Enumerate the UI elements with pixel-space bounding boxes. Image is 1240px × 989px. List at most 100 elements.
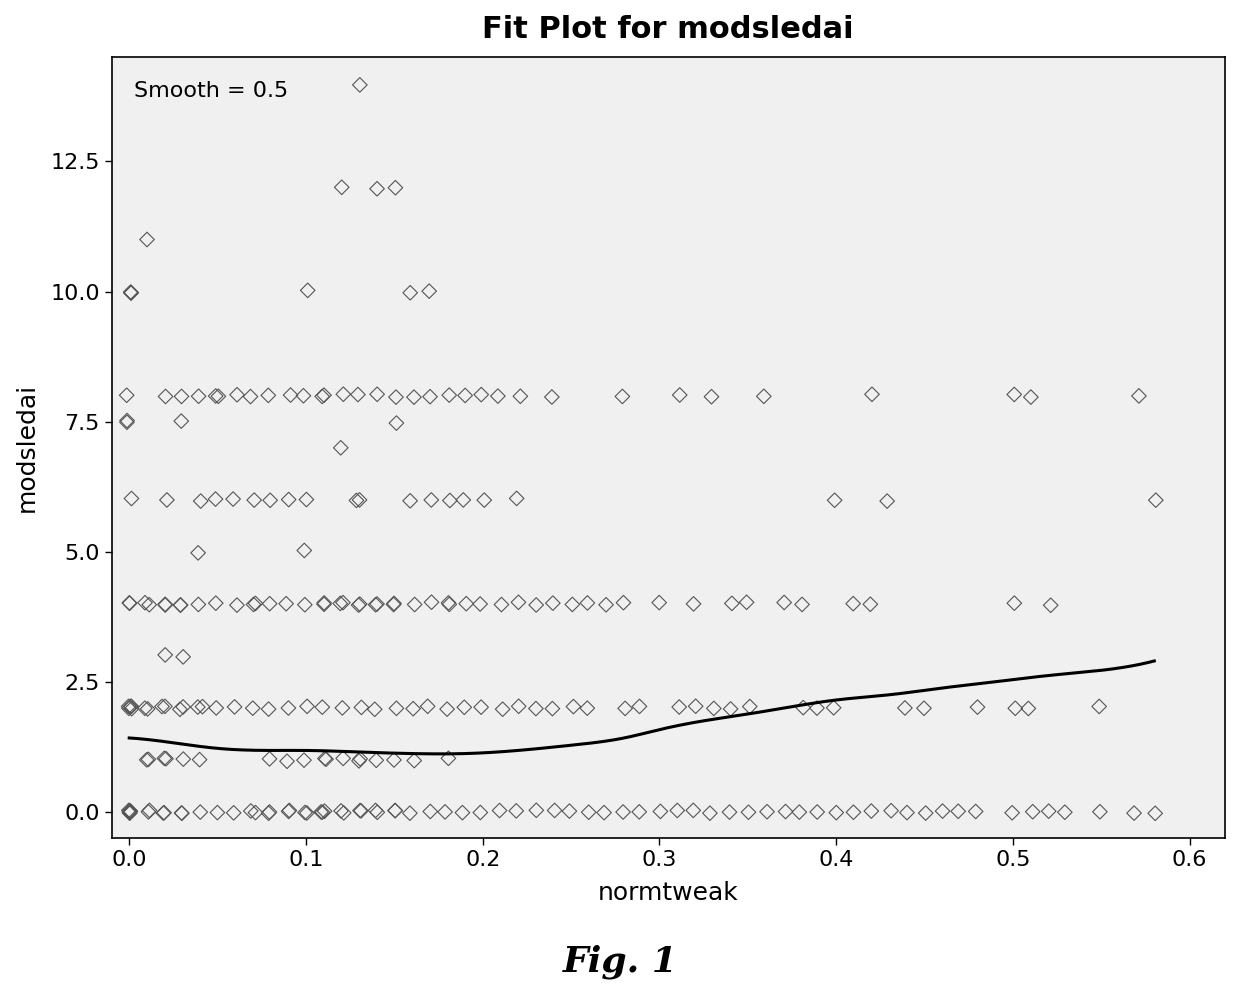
Point <box>420 803 440 819</box>
Point <box>807 700 827 716</box>
Point <box>492 701 512 717</box>
Point <box>794 699 813 715</box>
Point <box>471 699 491 715</box>
Point <box>208 389 228 405</box>
Point <box>119 595 139 611</box>
Point <box>315 751 335 766</box>
Point <box>138 231 157 247</box>
Point <box>758 804 777 820</box>
Point <box>701 805 720 821</box>
Point <box>366 753 386 768</box>
Point <box>172 805 192 821</box>
Point <box>223 805 243 821</box>
Point <box>932 803 952 819</box>
Point <box>117 412 136 428</box>
Point <box>350 753 370 768</box>
Point <box>192 699 212 715</box>
Point <box>949 803 968 819</box>
Point <box>117 414 136 430</box>
Point <box>279 492 299 507</box>
Point <box>244 493 264 508</box>
Point <box>316 752 336 767</box>
Point <box>1125 805 1145 821</box>
Point <box>120 698 140 714</box>
Point <box>135 594 155 610</box>
Point <box>155 751 175 766</box>
Point <box>404 753 424 768</box>
Point <box>861 596 880 612</box>
Point <box>350 803 370 819</box>
Title: Fit Plot for modsledai: Fit Plot for modsledai <box>482 15 854 44</box>
Point <box>418 698 438 714</box>
Point <box>475 493 495 508</box>
Point <box>1004 595 1024 611</box>
Point <box>155 389 175 405</box>
Text: Smooth = 0.5: Smooth = 0.5 <box>134 81 288 101</box>
Point <box>1039 803 1059 819</box>
Point <box>155 698 175 714</box>
Point <box>298 283 317 299</box>
Point <box>294 543 314 559</box>
Point <box>312 389 332 405</box>
Point <box>188 545 208 561</box>
Point <box>296 805 316 821</box>
Point <box>174 649 193 665</box>
Point <box>332 700 352 716</box>
Point <box>117 388 136 404</box>
Point <box>174 752 193 767</box>
Point <box>670 699 689 715</box>
Point <box>312 804 332 820</box>
Point <box>314 596 334 612</box>
Point <box>277 595 296 611</box>
Point <box>312 699 332 715</box>
Point <box>259 805 279 821</box>
Point <box>156 751 176 766</box>
Point <box>331 440 351 456</box>
Point <box>260 493 280 508</box>
Point <box>386 390 405 405</box>
Point <box>440 493 460 508</box>
Point <box>1006 700 1025 716</box>
Point <box>404 596 424 612</box>
Y-axis label: modsledai: modsledai <box>15 383 38 512</box>
Point <box>613 389 632 405</box>
Point <box>578 595 598 611</box>
Point <box>563 698 583 714</box>
Point <box>383 596 403 612</box>
Point <box>686 698 706 714</box>
Point <box>966 803 986 819</box>
Point <box>401 285 420 301</box>
Point <box>401 493 420 508</box>
Point <box>154 805 174 821</box>
Point <box>630 698 650 714</box>
Point <box>119 805 139 821</box>
Point <box>882 803 901 819</box>
Point <box>367 804 387 820</box>
Point <box>667 802 687 818</box>
Point <box>720 701 740 717</box>
Point <box>246 805 265 821</box>
Point <box>190 752 210 767</box>
Point <box>527 802 547 818</box>
Point <box>191 494 211 509</box>
Point <box>119 595 139 611</box>
Point <box>334 751 353 766</box>
Point <box>722 595 742 611</box>
Point <box>862 387 882 403</box>
Point <box>122 701 141 717</box>
Point <box>119 802 139 818</box>
Point <box>740 698 760 714</box>
Point <box>366 802 386 818</box>
Point <box>386 803 405 819</box>
Point <box>332 179 352 195</box>
Point <box>454 492 474 507</box>
Point <box>507 491 527 506</box>
Point <box>170 597 190 613</box>
Point <box>422 493 441 508</box>
Point <box>754 389 774 405</box>
Point <box>351 803 371 819</box>
Point <box>135 700 155 716</box>
Point <box>350 751 370 766</box>
Point <box>1040 597 1060 613</box>
Point <box>1002 805 1022 821</box>
